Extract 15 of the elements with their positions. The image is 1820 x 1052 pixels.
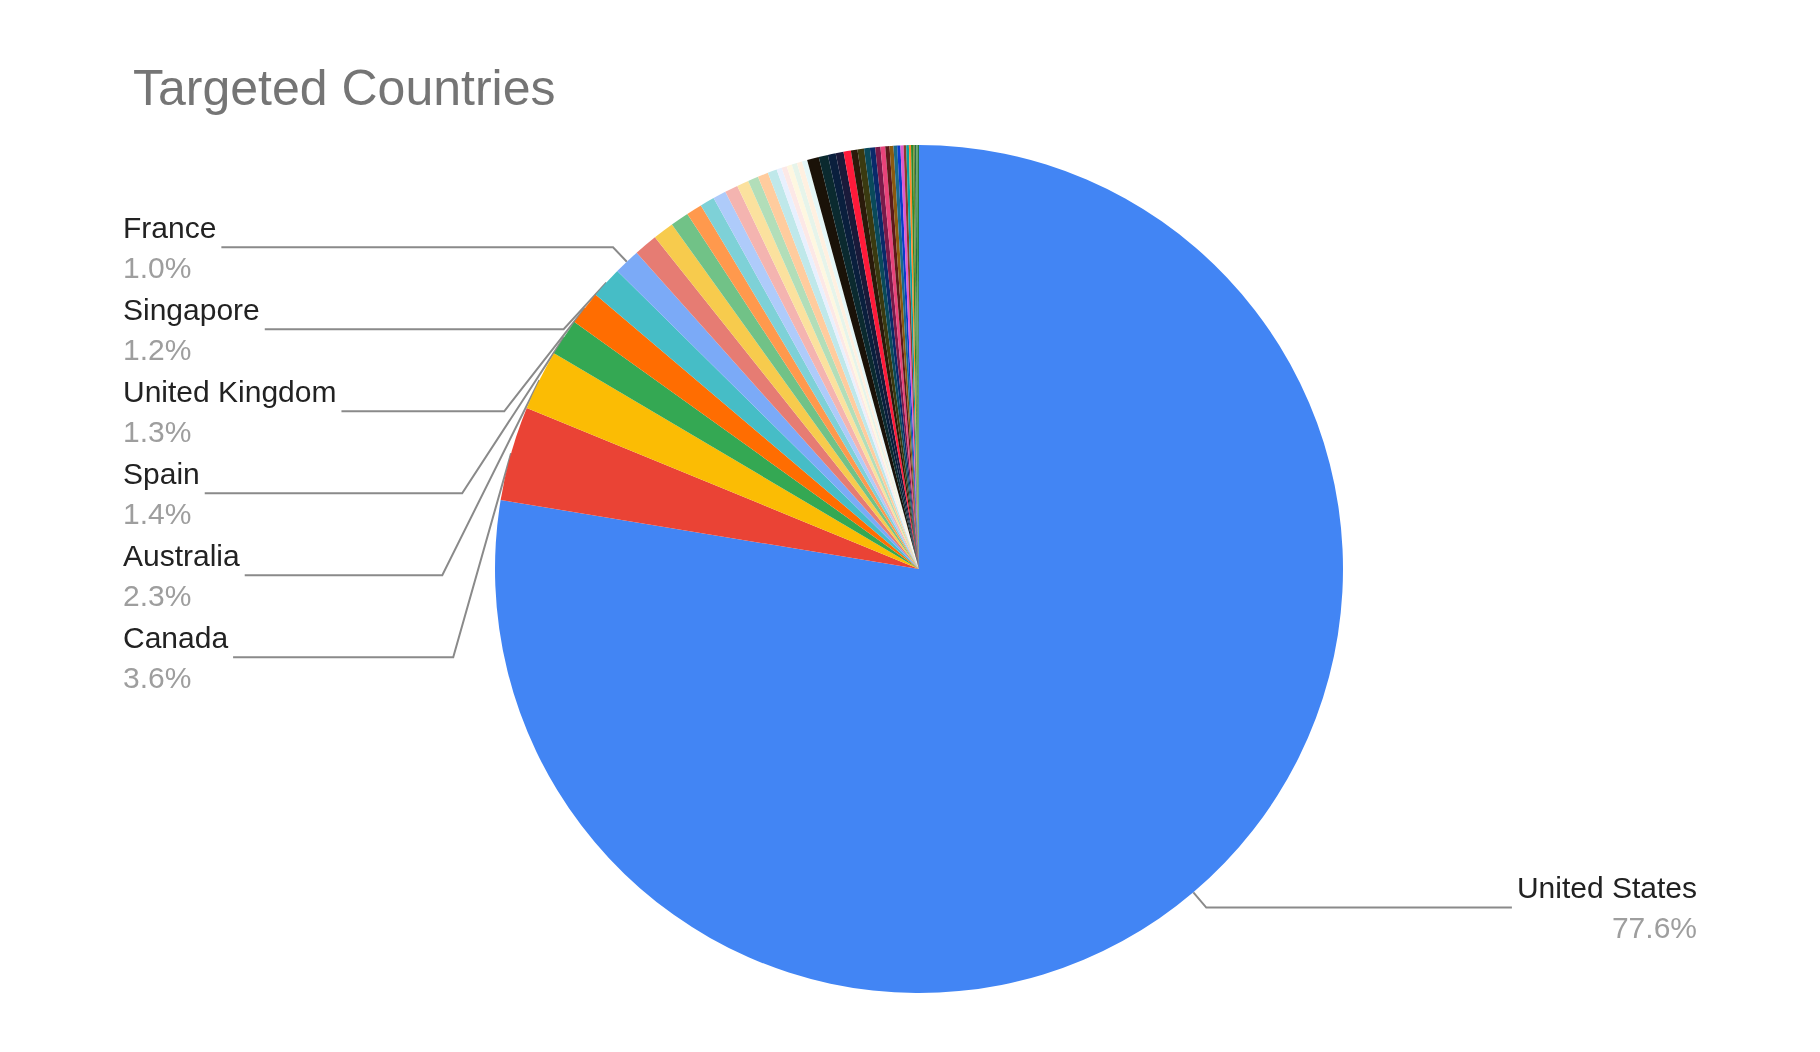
data-label: 3.6% bbox=[123, 660, 192, 694]
slice-label: United States bbox=[1516, 871, 1697, 905]
data-label: 1.4% bbox=[123, 496, 192, 530]
data-label: 2.3% bbox=[123, 578, 192, 612]
slice-label: Australia bbox=[123, 538, 241, 572]
data-label: 77.6% bbox=[1611, 911, 1697, 945]
slice-label: United Kingdom bbox=[123, 374, 337, 408]
slice-label: France bbox=[123, 210, 217, 244]
slice-label: Spain bbox=[123, 456, 200, 490]
data-label: 1.0% bbox=[123, 250, 192, 284]
slice-label: Singapore bbox=[123, 292, 260, 326]
chart-title: Targeted Countries bbox=[133, 60, 556, 116]
data-label: 1.2% bbox=[123, 332, 192, 366]
slice-label: Canada bbox=[123, 620, 229, 654]
data-label: 1.3% bbox=[123, 414, 192, 448]
